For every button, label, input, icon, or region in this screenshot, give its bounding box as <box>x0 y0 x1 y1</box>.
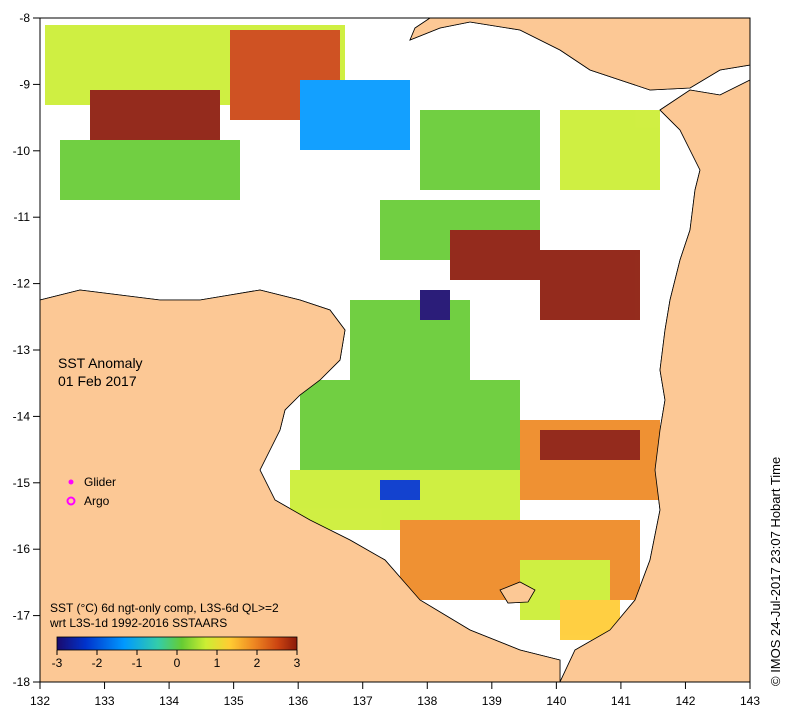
colorbar-tick-label: 1 <box>214 656 221 670</box>
legend-argo-label: Argo <box>84 494 110 508</box>
y-tick-label: -11 <box>14 210 31 224</box>
y-tick-label: -9 <box>19 77 30 91</box>
colorbar-ticks: -3 -2 -1 0 1 2 3 <box>52 650 301 670</box>
map-title: SST Anomaly <box>58 355 143 371</box>
y-tick-label: -17 <box>13 609 31 623</box>
x-tick-label: 136 <box>288 694 308 708</box>
colorbar <box>56 636 298 651</box>
colorbar-tick-label: -2 <box>92 656 103 670</box>
colorbar-tick-label: 2 <box>254 656 261 670</box>
colorbar-tick-label: 0 <box>174 656 181 670</box>
sst-data <box>45 25 660 640</box>
y-tick-label: -13 <box>13 343 31 357</box>
y-tick-label: -10 <box>13 144 31 158</box>
x-tick-label: 138 <box>417 694 437 708</box>
x-tick-label: 140 <box>546 694 566 708</box>
x-tick-label: 133 <box>95 694 115 708</box>
x-tick-label: 141 <box>611 694 631 708</box>
y-axis-ticks: -8 -9 -10 -11 -12 -13 -14 -15 -16 -17 -18 <box>13 11 40 689</box>
y-tick-label: -16 <box>13 542 31 556</box>
x-tick-label: 143 <box>740 694 760 708</box>
imos-credit: © IMOS 24-Jul-2017 23:07 Hobart Time <box>768 456 783 686</box>
legend-glider-label: Glider <box>84 475 116 489</box>
colorbar-caption-2: wrt L3S-1d 1992-2016 SSTAARS <box>49 616 227 630</box>
x-axis-ticks: 132 133 134 135 136 137 138 139 140 141 142 143 <box>30 682 760 708</box>
glider-marker-icon <box>68 479 74 485</box>
y-tick-label: -14 <box>13 409 31 423</box>
x-tick-label: 142 <box>675 694 695 708</box>
x-tick-label: 132 <box>30 694 50 708</box>
x-tick-label: 139 <box>482 694 502 708</box>
map-date: 01 Feb 2017 <box>58 373 137 389</box>
colorbar-tick-label: -1 <box>132 656 143 670</box>
colorbar-tick-label: 3 <box>294 656 301 670</box>
argo-marker-icon <box>66 496 76 506</box>
x-tick-label: 137 <box>353 694 373 708</box>
y-tick-label: -8 <box>19 11 30 25</box>
colorbar-caption-1: SST (°C) 6d ngt-only comp, L3S-6d QL>=2 <box>50 601 279 615</box>
y-tick-label: -12 <box>13 277 31 291</box>
x-tick-label: 134 <box>159 694 179 708</box>
y-tick-label: -18 <box>13 675 31 689</box>
x-tick-label: 135 <box>224 694 244 708</box>
colorbar-tick-label: -3 <box>52 656 63 670</box>
y-tick-label: -15 <box>13 476 31 490</box>
